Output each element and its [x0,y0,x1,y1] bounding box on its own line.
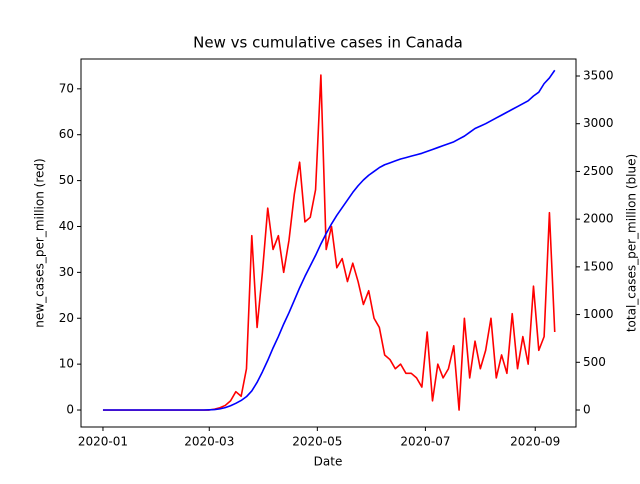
y-axis-label: new_cases_per_million (red) [33,158,47,327]
y2-tick-label: 3000 [583,116,614,130]
y2-tick-label: 1000 [583,307,614,321]
y2-tick-label: 3500 [583,68,614,82]
x-tick-label: 2020-09 [510,435,560,449]
plot-frame [80,58,577,428]
data-line [102,74,556,411]
data-line [102,69,556,411]
y2-tick-label: 500 [583,355,606,369]
x-tick-label: 2020-05 [292,435,342,449]
x-tick-label: 2020-03 [184,435,234,449]
y-tick-label: 0 [66,403,74,417]
x-tick-label: 2020-01 [78,435,128,449]
y2-tick-label: 2500 [583,164,614,178]
x-tick-label: 2020-07 [400,435,450,449]
y2-tick-label: 2000 [583,212,614,226]
y-tick-label: 20 [59,311,74,325]
y-tick-label: 40 [59,219,74,233]
y-tick-label: 50 [59,173,74,187]
chart-title: New vs cumulative cases in Canada [193,34,463,52]
y2-axis-label: total_cases_per_million (blue) [625,154,639,332]
y-tick-label: 30 [59,265,74,279]
y2-tick-label: 0 [583,403,591,417]
x-axis-label: Date [314,455,343,469]
y-tick-label: 60 [59,127,74,141]
y2-tick-label: 1500 [583,259,614,273]
y-tick-label: 10 [59,357,74,371]
y-tick-label: 70 [59,81,74,95]
